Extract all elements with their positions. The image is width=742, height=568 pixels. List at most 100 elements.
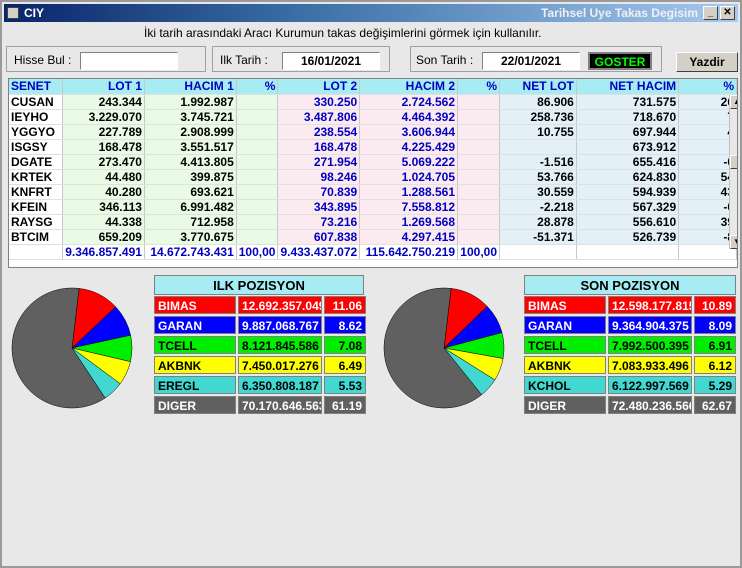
table-cell: 1.024.705 bbox=[359, 169, 459, 185]
window-title-right: Tarihsel Uye Takas Degisim bbox=[541, 6, 698, 20]
position-pct: 6.49 bbox=[324, 356, 366, 374]
table-cell bbox=[236, 94, 279, 110]
position-pct: 62.67 bbox=[694, 396, 736, 414]
column-header-3[interactable]: % bbox=[236, 79, 279, 95]
table-cell: YGGYO bbox=[9, 124, 64, 140]
position-row: TCELL 7.992.500.395 6.91 bbox=[524, 336, 736, 354]
yazdir-button[interactable]: Yazdir bbox=[676, 52, 738, 72]
table-cell: 4.413.805 bbox=[144, 154, 237, 170]
hisse-group bbox=[6, 46, 206, 72]
scroll-down-icon[interactable]: ▼ bbox=[730, 235, 737, 249]
app-icon bbox=[7, 7, 19, 19]
table-row[interactable]: ISGSY 168.478 3.551.517 168.478 4.225.429 673… bbox=[9, 139, 737, 155]
position-pct: 6.12 bbox=[694, 356, 736, 374]
table-cell: 330.250 bbox=[277, 94, 361, 110]
column-header-4[interactable]: LOT 2 bbox=[277, 79, 361, 95]
son-tarih-group bbox=[410, 46, 662, 72]
ilk-tarih-input[interactable]: 16/01/2021 bbox=[282, 52, 380, 70]
table-cell bbox=[236, 229, 279, 245]
position-row: GARAN 9.364.904.375 8.09 bbox=[524, 316, 736, 334]
position-name: BIMAS bbox=[154, 296, 236, 314]
table-row[interactable]: IEYHO 3.229.070 3.745.721 3.487.806 4.464.39… bbox=[9, 109, 737, 125]
son-tarih-input[interactable]: 22/01/2021 bbox=[482, 52, 580, 70]
table-cell: 1.992.987 bbox=[144, 94, 237, 110]
son-pozisyon-title: SON POZISYON bbox=[524, 275, 736, 295]
minimize-icon[interactable]: _ bbox=[703, 6, 718, 20]
position-name: KCHOL bbox=[524, 376, 606, 394]
table-cell bbox=[457, 94, 500, 110]
vertical-scrollbar[interactable]: ▲ ▼ bbox=[729, 95, 737, 249]
table-cell: 693.621 bbox=[144, 184, 237, 200]
table-cell: 697.944 bbox=[576, 124, 680, 140]
position-row: AKBNK 7.450.017.276 6.49 bbox=[154, 356, 366, 374]
column-header-6[interactable]: % bbox=[457, 79, 500, 95]
position-pct: 6.91 bbox=[694, 336, 736, 354]
position-name: GARAN bbox=[524, 316, 606, 334]
table-cell: 2.908.999 bbox=[144, 124, 237, 140]
position-name: AKBNK bbox=[154, 356, 236, 374]
table-row[interactable]: YGGYO 227.789 2.908.999 238.554 3.606.944 10.… bbox=[9, 124, 737, 140]
column-header-5[interactable]: HACIM 2 bbox=[359, 79, 459, 95]
ilk-tarih-group bbox=[212, 46, 390, 72]
position-name: DIGER bbox=[524, 396, 606, 414]
table-cell: 7 bbox=[678, 109, 737, 125]
column-header-8[interactable]: NET HACIM bbox=[576, 79, 680, 95]
total-cell: 115.642.750.219 bbox=[359, 244, 459, 260]
table-cell bbox=[457, 124, 500, 140]
table-cell: ISGSY bbox=[9, 139, 64, 155]
column-header-1[interactable]: LOT 1 bbox=[62, 79, 145, 95]
column-header-2[interactable]: HACIM 1 bbox=[144, 79, 237, 95]
ilk-pozisyon-title: ILK POZISYON bbox=[154, 275, 364, 295]
table-row[interactable]: CUSAN 243.344 1.992.987 330.250 2.724.562 86.… bbox=[9, 94, 737, 110]
position-row: DIGER 72.480.236.566 62.67 bbox=[524, 396, 736, 414]
table-cell: 556.610 bbox=[576, 214, 680, 230]
table-cell: 54 bbox=[678, 169, 737, 185]
table-cell: 346.113 bbox=[62, 199, 145, 215]
table-cell bbox=[457, 154, 500, 170]
table-cell: 4 bbox=[678, 124, 737, 140]
son-pozisyon-pie-chart bbox=[383, 287, 505, 409]
position-row: TCELL 8.121.845.586 7.08 bbox=[154, 336, 366, 354]
table-row[interactable]: KRTEK 44.480 399.875 98.246 1.024.705 53.766 6… bbox=[9, 169, 737, 185]
table-cell: 243.344 bbox=[62, 94, 145, 110]
table-row[interactable]: KNFRT 40.280 693.621 70.839 1.288.561 30.559 5… bbox=[9, 184, 737, 200]
table-row[interactable]: DGATE 273.470 4.413.805 271.954 5.069.222 -1.… bbox=[9, 154, 737, 170]
position-pct: 61.19 bbox=[324, 396, 366, 414]
column-header-9[interactable]: % bbox=[678, 79, 737, 95]
scroll-thumb[interactable] bbox=[730, 155, 737, 169]
table-cell: 53.766 bbox=[499, 169, 577, 185]
table-cell: 3.229.070 bbox=[62, 109, 145, 125]
scroll-up-icon[interactable]: ▲ bbox=[730, 95, 737, 109]
table-cell: 1.269.568 bbox=[359, 214, 459, 230]
position-value: 7.083.933.496 bbox=[608, 356, 692, 374]
position-value: 72.480.236.566 bbox=[608, 396, 692, 414]
table-row[interactable]: BTCIM 659.209 3.770.675 607.838 4.297.415 -51… bbox=[9, 229, 737, 245]
column-header-0[interactable]: SENET bbox=[9, 79, 64, 95]
goster-button[interactable]: GOSTER bbox=[588, 52, 652, 70]
table-cell: 343.895 bbox=[277, 199, 361, 215]
table-cell: 4.464.392 bbox=[359, 109, 459, 125]
table-cell: 6.991.482 bbox=[144, 199, 237, 215]
table-cell: 39 bbox=[678, 214, 737, 230]
table-row[interactable]: KFEIN 346.113 6.991.482 343.895 7.558.812 -2.… bbox=[9, 199, 737, 215]
hisse-search-input[interactable] bbox=[80, 52, 178, 70]
table-row[interactable]: RAYSG 44.338 712.958 73.216 1.269.568 28.878 5… bbox=[9, 214, 737, 230]
table-cell bbox=[236, 184, 279, 200]
table-cell: DGATE bbox=[9, 154, 64, 170]
position-row: AKBNK 7.083.933.496 6.12 bbox=[524, 356, 736, 374]
table-cell: -1.516 bbox=[499, 154, 577, 170]
close-icon[interactable]: ✕ bbox=[720, 6, 735, 20]
position-value: 7.992.500.395 bbox=[608, 336, 692, 354]
pie-slice-diger bbox=[11, 287, 106, 409]
position-value: 70.170.646.563 bbox=[238, 396, 322, 414]
table-cell: 3.745.721 bbox=[144, 109, 237, 125]
table-cell: 526.739 bbox=[576, 229, 680, 245]
column-header-7[interactable]: NET LOT bbox=[499, 79, 577, 95]
position-row: GARAN 9.887.068.767 8.62 bbox=[154, 316, 366, 334]
table-cell bbox=[236, 199, 279, 215]
position-pct: 5.53 bbox=[324, 376, 366, 394]
position-pct: 5.29 bbox=[694, 376, 736, 394]
table-cell: 227.789 bbox=[62, 124, 145, 140]
table-cell: 3.551.517 bbox=[144, 139, 237, 155]
